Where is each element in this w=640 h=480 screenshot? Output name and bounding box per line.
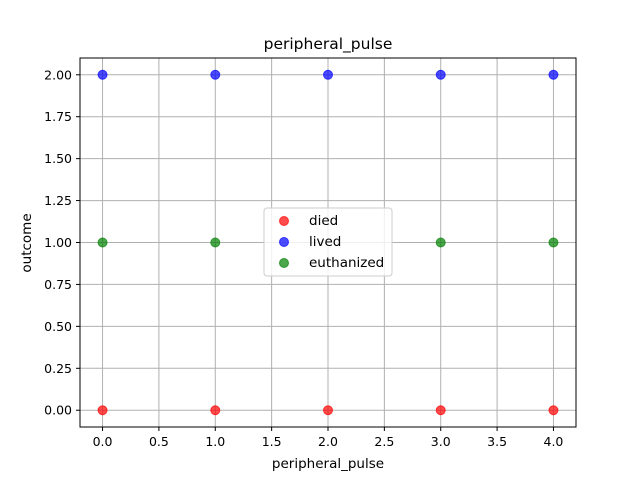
legend-label-died: died (309, 213, 338, 229)
y-tick-label: 0.25 (44, 361, 72, 376)
data-points (97, 69, 559, 416)
legend-marker-lived (279, 237, 289, 247)
x-tick-label: 2.5 (374, 434, 394, 449)
point-died (435, 405, 446, 416)
y-axis-label: outcome (19, 213, 35, 272)
x-tick-label: 0.0 (93, 434, 113, 449)
chart-title: peripheral_pulse (264, 35, 393, 54)
point-lived (323, 69, 333, 80)
legend-label-euthanized: euthanized (309, 255, 384, 271)
point-lived (435, 69, 446, 80)
y-tick-label: 1.00 (44, 235, 72, 250)
point-died (97, 405, 108, 416)
axis-ticks: 0.0 0.5 1.0 1.5 2.0 2.5 3.0 3.5 4.0 0.00 0.25 0.50 0… (44, 67, 563, 449)
point-euthanized (435, 237, 446, 248)
y-tick-label: 0.75 (44, 277, 72, 292)
y-tick-label: 0.00 (44, 403, 72, 418)
x-tick-label: 2.0 (318, 434, 338, 449)
legend: died lived euthanized (263, 207, 393, 277)
legend-marker-euthanized (279, 258, 289, 268)
x-tick-label: 1.0 (205, 434, 225, 449)
point-lived (548, 69, 559, 80)
legend-label-lived: lived (309, 234, 341, 250)
point-euthanized (548, 237, 559, 248)
point-euthanized (210, 237, 221, 248)
y-tick-label: 1.25 (44, 193, 72, 208)
point-died (548, 405, 559, 416)
point-lived (210, 69, 221, 80)
point-died (210, 405, 221, 416)
point-died (323, 405, 333, 416)
legend-box (263, 207, 393, 277)
y-tick-label: 0.50 (44, 319, 72, 334)
point-euthanized (97, 237, 108, 248)
y-tick-label: 1.75 (44, 109, 72, 124)
x-tick-label: 3.0 (431, 434, 451, 449)
y-tick-label: 1.50 (44, 151, 72, 166)
y-tick-label: 2.00 (44, 67, 72, 82)
legend-marker-died (279, 216, 289, 226)
x-tick-label: 1.5 (262, 434, 282, 449)
x-tick-label: 3.5 (487, 434, 507, 449)
x-axis-label: peripheral_pulse (272, 456, 384, 472)
x-tick-label: 4.0 (544, 434, 564, 449)
point-lived (97, 69, 108, 80)
x-tick-label: 0.5 (149, 434, 169, 449)
